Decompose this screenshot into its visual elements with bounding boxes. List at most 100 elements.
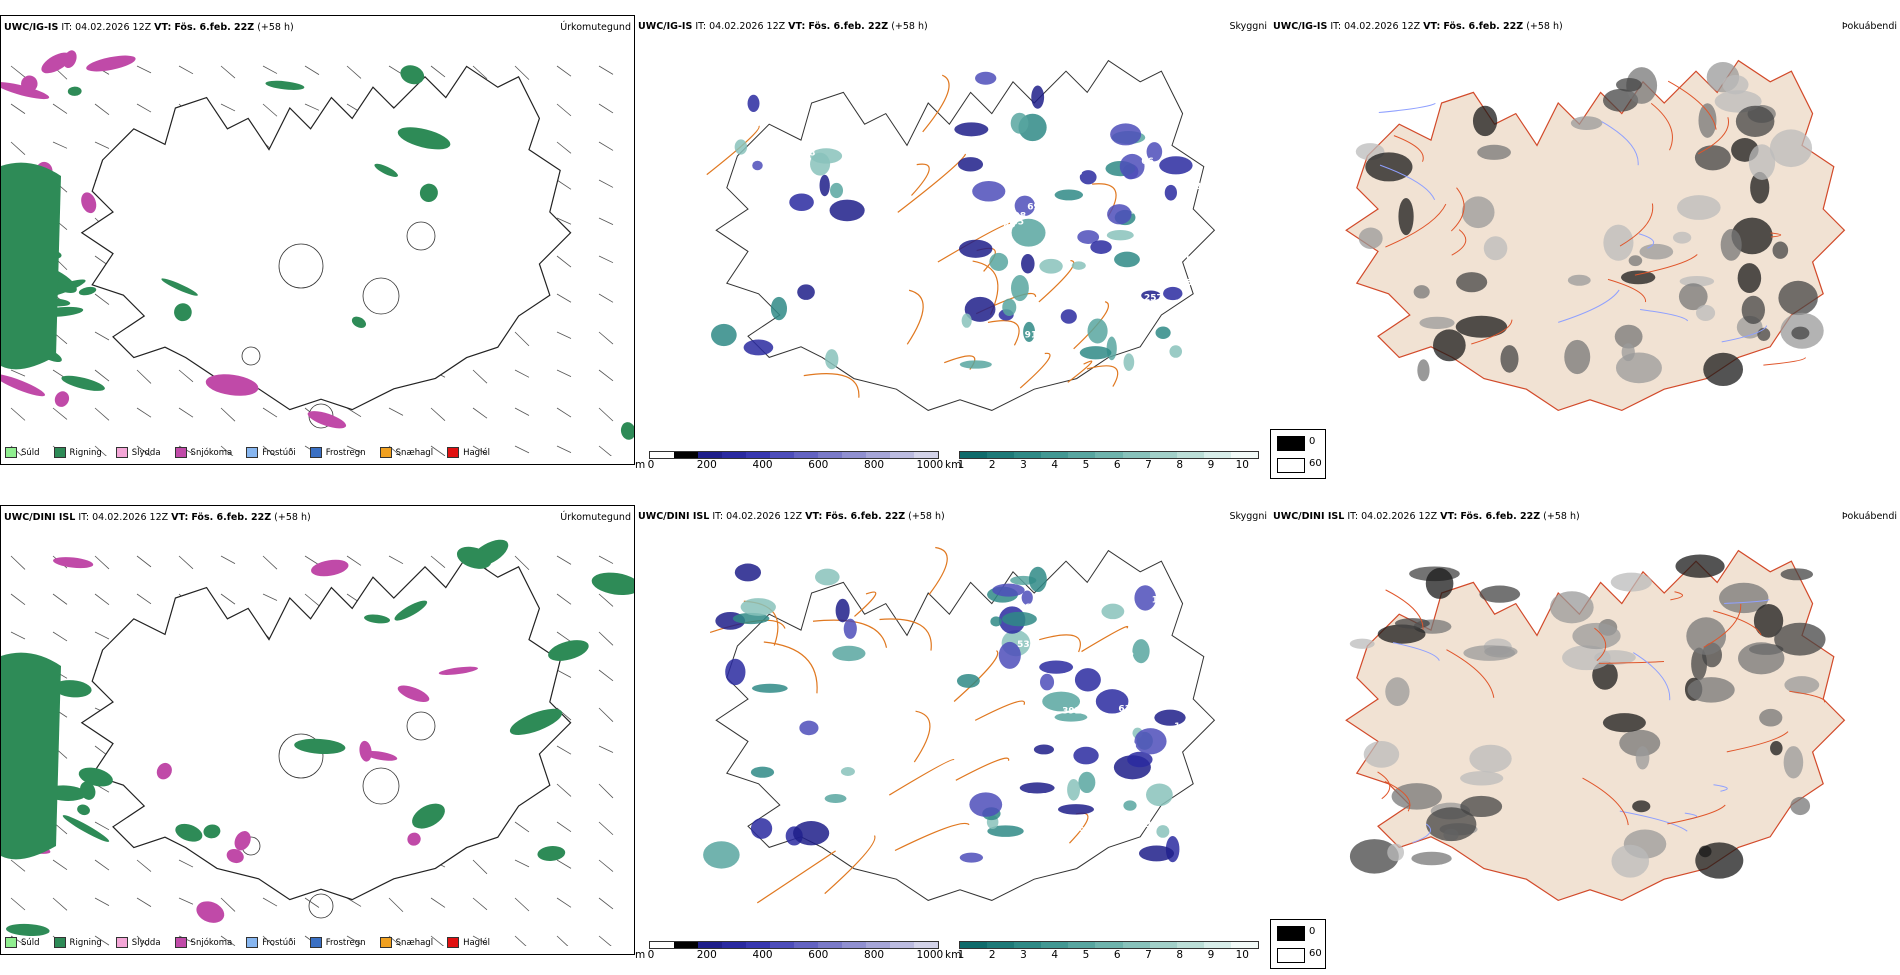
wind-barb: [136, 103, 152, 113]
fog-area: [1616, 77, 1642, 92]
road-line: [1697, 117, 1730, 155]
legend-label: Snjókoma: [190, 447, 233, 458]
fog-area: [1564, 339, 1591, 375]
precip-map: [1, 539, 634, 946]
colorbar-tick: 800: [864, 459, 885, 471]
precip-area: [226, 848, 244, 864]
colorbar-step: [1014, 452, 1042, 458]
legend-label: Rigning: [69, 937, 102, 948]
cloudbase-label: 257: [1144, 293, 1163, 303]
fog-area: [1394, 618, 1430, 629]
visibility-area: [1021, 254, 1035, 274]
road-line: [1703, 603, 1742, 648]
fog-area: [1456, 272, 1488, 293]
road-line: [974, 700, 1026, 721]
wind-barb: [304, 897, 320, 908]
wind-barb: [220, 935, 236, 946]
visibility-area: [957, 157, 984, 172]
legend-swatch: [174, 447, 187, 458]
precip-area: [196, 901, 225, 923]
colorbar-step: [650, 452, 674, 458]
river-line: [1619, 810, 1688, 832]
legend-item: Slydda: [115, 447, 161, 458]
iceland-coastline: [80, 555, 572, 901]
visibility-area: [958, 239, 993, 258]
visibility-area: [770, 296, 788, 321]
legend-item: Snæhagl: [379, 447, 433, 458]
wind-barb: [430, 407, 446, 421]
wind-barb: [514, 821, 530, 833]
cloudbase-label: 88: [1156, 579, 1169, 589]
wind-barb: [220, 103, 236, 112]
river-line: [1379, 164, 1436, 201]
colorbar-step: [1068, 452, 1096, 458]
legend-swatch: [5, 447, 17, 458]
wind-barb: [598, 445, 612, 456]
legend-item: Frostregn: [309, 447, 366, 458]
visibility-area: [810, 148, 843, 164]
river-line: [1378, 103, 1436, 114]
fog-legend-swatch: [1277, 926, 1305, 941]
wind-barb: [472, 859, 488, 875]
fog-area: [1455, 315, 1508, 338]
colorbar-tick: 8: [1176, 459, 1184, 471]
legend-swatch: [53, 447, 66, 458]
cloudbase-label: 392: [1062, 707, 1081, 717]
precip-area: [1, 162, 61, 370]
legend-swatch: [309, 937, 322, 948]
colorbar-unit: m: [635, 459, 646, 471]
visibility-area: [1010, 275, 1029, 302]
colorbar-tick: 4: [1051, 459, 1059, 471]
precip-area: [509, 708, 563, 735]
wind-barb: [598, 103, 614, 114]
cloudbase-label: 78: [1189, 182, 1202, 192]
legend-swatch: [5, 937, 17, 948]
visibility-area: [1123, 353, 1135, 371]
cloudbase-label: 161: [1174, 722, 1193, 732]
visibility-area: [959, 360, 992, 369]
visibility-panel: UWC/DINI ISL IT: 04.02.2026 12Z VT: Fös.…: [635, 505, 1270, 975]
road-line: [1384, 780, 1411, 812]
visibility-area: [990, 616, 1002, 627]
wind-barb: [556, 859, 572, 869]
visibility-area: [1141, 290, 1161, 301]
colorbar-step: [698, 942, 722, 948]
road-line: [1385, 589, 1424, 630]
precip-area: [548, 640, 589, 661]
precip-map: [1, 50, 634, 456]
fog-area: [1562, 645, 1611, 671]
fog-area: [1695, 842, 1744, 879]
visibility-area: [750, 818, 773, 839]
visibility-area: [825, 349, 839, 370]
wind-barb: [472, 897, 488, 911]
precip-area: [54, 391, 70, 407]
visibility-area: [1060, 309, 1077, 324]
fog-area: [1635, 746, 1650, 770]
legend-label: Rigning: [69, 447, 102, 458]
river-line: [1558, 289, 1620, 323]
fog-area: [1411, 851, 1452, 866]
fog-area: [1791, 326, 1810, 340]
visibility-area: [1164, 184, 1177, 201]
wind-barb: [346, 935, 362, 945]
colorbar-step: [890, 942, 914, 948]
wind-barb: [514, 65, 530, 80]
wind-barb: [136, 369, 152, 384]
cloudbase-label: 99: [1124, 742, 1137, 752]
fog-area: [1780, 568, 1814, 581]
road-line: [1726, 731, 1789, 753]
legend-swatch: [379, 937, 392, 948]
visibility-area: [1110, 123, 1142, 146]
legend-swatch: [379, 447, 392, 458]
road-line: [1038, 259, 1075, 303]
fog-area: [1610, 572, 1652, 592]
wind-barb: [10, 407, 26, 421]
precip-legend: Súld Rigning Slydda Snjókoma Frostúði Frostre…: [5, 937, 490, 948]
fog-area: [1567, 274, 1591, 286]
wind-barb: [94, 935, 110, 946]
wind-barb: [514, 445, 530, 454]
legend-swatch: [174, 937, 187, 948]
fog-area: [1687, 677, 1735, 703]
colorbar-step: [1068, 942, 1096, 948]
wind-barb: [472, 369, 488, 384]
